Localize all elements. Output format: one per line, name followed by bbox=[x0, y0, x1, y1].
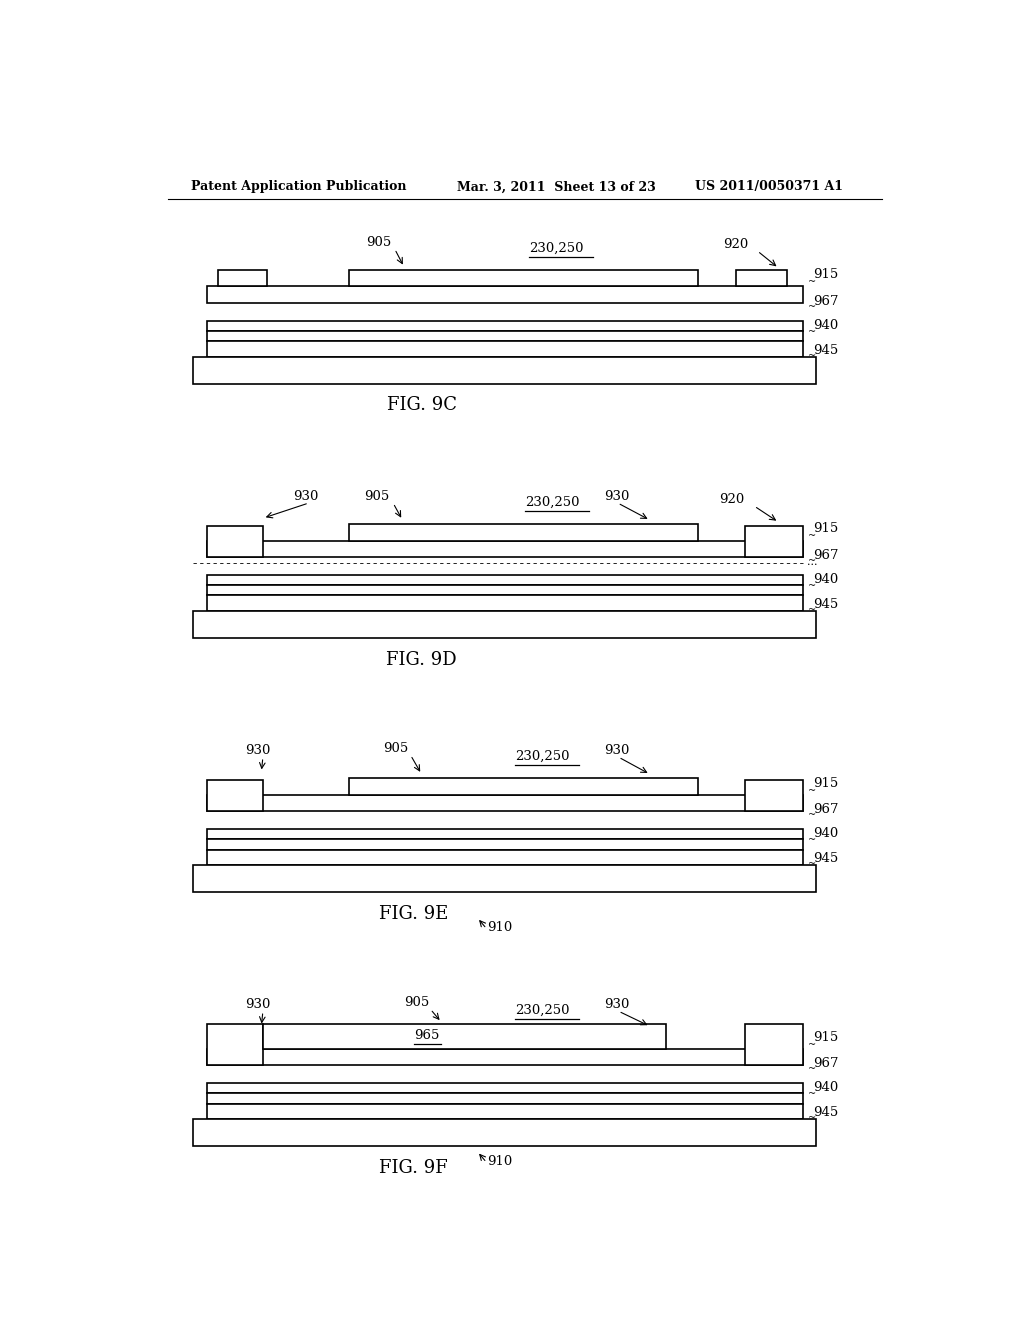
Bar bbox=[207, 1084, 803, 1093]
Text: Mar. 3, 2011  Sheet 13 of 23: Mar. 3, 2011 Sheet 13 of 23 bbox=[458, 181, 656, 193]
Bar bbox=[207, 780, 263, 810]
Bar bbox=[207, 795, 803, 810]
Text: 230,250: 230,250 bbox=[524, 496, 580, 510]
Text: 905: 905 bbox=[404, 997, 429, 1008]
Bar bbox=[207, 321, 803, 331]
Text: ~: ~ bbox=[808, 351, 816, 359]
Text: ~: ~ bbox=[808, 836, 816, 845]
Text: FIG. 9E: FIG. 9E bbox=[379, 904, 449, 923]
Text: 967: 967 bbox=[813, 294, 839, 308]
Bar bbox=[736, 271, 787, 286]
Text: FIG. 9D: FIG. 9D bbox=[386, 651, 457, 668]
Text: 945: 945 bbox=[813, 598, 838, 611]
Text: 910: 910 bbox=[487, 1155, 513, 1168]
Bar bbox=[207, 286, 803, 302]
Text: ~: ~ bbox=[808, 1113, 816, 1122]
Text: ~: ~ bbox=[808, 859, 816, 867]
Text: 940: 940 bbox=[813, 1081, 838, 1094]
Bar bbox=[207, 850, 803, 865]
Text: ~: ~ bbox=[808, 1064, 816, 1073]
Bar bbox=[263, 1024, 666, 1049]
Bar bbox=[207, 829, 803, 840]
Text: 945: 945 bbox=[813, 343, 838, 356]
Text: 905: 905 bbox=[365, 490, 390, 503]
Text: 905: 905 bbox=[367, 236, 391, 248]
Bar bbox=[207, 1104, 803, 1119]
Bar bbox=[194, 611, 816, 638]
Bar bbox=[348, 271, 697, 286]
Text: 920: 920 bbox=[719, 492, 744, 506]
Text: 230,250: 230,250 bbox=[515, 750, 569, 763]
Text: ~: ~ bbox=[808, 605, 816, 614]
Text: 940: 940 bbox=[813, 573, 838, 586]
Text: ~: ~ bbox=[808, 1040, 816, 1048]
Bar bbox=[207, 576, 803, 585]
Bar bbox=[194, 1119, 816, 1146]
Text: 930: 930 bbox=[604, 744, 630, 756]
Bar bbox=[207, 342, 803, 356]
Bar bbox=[207, 1049, 803, 1065]
Bar bbox=[194, 356, 816, 384]
Bar bbox=[207, 331, 803, 342]
Text: US 2011/0050371 A1: US 2011/0050371 A1 bbox=[695, 181, 844, 193]
Text: ~: ~ bbox=[808, 785, 816, 795]
Text: ~: ~ bbox=[808, 1089, 816, 1098]
Text: 940: 940 bbox=[813, 319, 838, 333]
Text: ~: ~ bbox=[808, 556, 816, 565]
Text: 930: 930 bbox=[604, 998, 630, 1011]
Text: 230,250: 230,250 bbox=[528, 242, 584, 255]
Bar bbox=[207, 595, 803, 611]
Text: FIG. 9C: FIG. 9C bbox=[387, 396, 457, 414]
Text: 230,250: 230,250 bbox=[515, 1005, 569, 1018]
Text: 967: 967 bbox=[813, 1057, 839, 1071]
Text: 930: 930 bbox=[604, 490, 630, 503]
Text: ...: ... bbox=[807, 557, 817, 568]
Text: ~: ~ bbox=[808, 327, 816, 337]
Text: ~: ~ bbox=[808, 810, 816, 818]
Text: ~: ~ bbox=[808, 581, 816, 590]
Bar bbox=[207, 585, 803, 595]
Text: Patent Application Publication: Patent Application Publication bbox=[191, 181, 407, 193]
Text: ~: ~ bbox=[808, 532, 816, 540]
Text: 967: 967 bbox=[813, 549, 839, 562]
Text: ~: ~ bbox=[808, 302, 816, 310]
Bar bbox=[348, 779, 697, 795]
Text: 910: 910 bbox=[487, 921, 513, 933]
Bar bbox=[745, 527, 803, 557]
Bar bbox=[207, 1093, 803, 1104]
Bar bbox=[745, 780, 803, 810]
Bar bbox=[194, 865, 816, 892]
Text: 915: 915 bbox=[813, 523, 838, 536]
Text: 920: 920 bbox=[723, 238, 749, 251]
Bar bbox=[745, 1024, 803, 1065]
Text: 930: 930 bbox=[246, 998, 270, 1011]
Bar bbox=[218, 271, 267, 286]
Text: 915: 915 bbox=[813, 776, 838, 789]
Bar bbox=[207, 1024, 263, 1065]
Text: 915: 915 bbox=[813, 1031, 838, 1044]
Bar bbox=[207, 527, 263, 557]
Bar bbox=[207, 840, 803, 850]
Text: FIG. 9F: FIG. 9F bbox=[379, 1159, 449, 1176]
Text: 930: 930 bbox=[293, 490, 318, 503]
Bar bbox=[207, 541, 803, 557]
Text: 915: 915 bbox=[813, 268, 838, 281]
Text: 945: 945 bbox=[813, 1106, 838, 1119]
Text: 940: 940 bbox=[813, 828, 838, 841]
Text: 905: 905 bbox=[384, 742, 409, 755]
Text: 965: 965 bbox=[414, 1028, 439, 1041]
Text: 945: 945 bbox=[813, 851, 838, 865]
Text: 967: 967 bbox=[813, 803, 839, 816]
Text: 930: 930 bbox=[246, 744, 270, 756]
Bar bbox=[348, 524, 697, 541]
Text: ~: ~ bbox=[808, 277, 816, 286]
